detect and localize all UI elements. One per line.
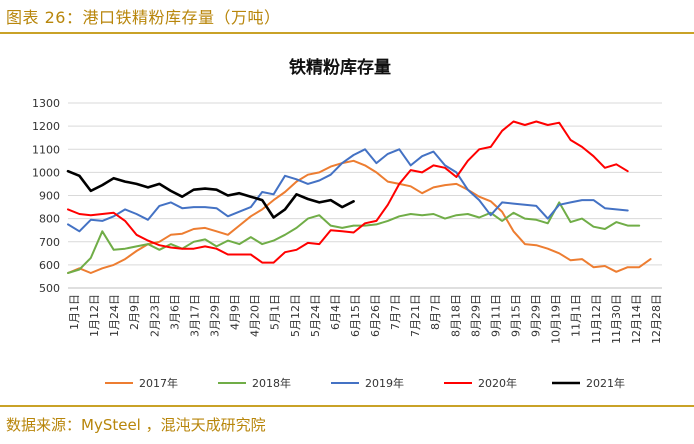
legend-label: 2019年 <box>365 376 404 390</box>
x-tick-label: 8月18日 <box>449 294 462 337</box>
y-tick-label: 600 <box>39 259 60 272</box>
x-tick-label: 11月12日 <box>590 294 603 344</box>
x-tick-label: 5月24日 <box>309 294 322 337</box>
chart-title: 铁精粉库存量 <box>289 57 391 78</box>
x-tick-label: 3月6日 <box>168 294 181 330</box>
series-line-2020年 <box>67 120 629 264</box>
x-tick-label: 2月9日 <box>128 294 141 330</box>
x-tick-label: 11月30日 <box>610 294 623 344</box>
x-tick-label: 1月12日 <box>88 294 101 337</box>
y-tick-label: 900 <box>39 190 60 203</box>
line-chart: 铁精粉库存量 500 600 700 800 900 1000 1100 1200 1300 1… <box>32 57 663 390</box>
y-tick-label: 700 <box>39 236 60 249</box>
x-tick-label: 9月11日 <box>489 294 502 337</box>
figure-label: 图表 26：港口铁精粉库存量（万吨） <box>6 8 281 27</box>
source-note: 数据来源：MySteel ，混沌天成研究院 <box>6 416 266 434</box>
x-tick-label: 10月19日 <box>550 294 563 344</box>
x-tick-label: 7月7日 <box>389 294 402 330</box>
x-tick-label: 1月24日 <box>108 294 121 337</box>
bottom-divider <box>0 405 694 407</box>
legend: 2017年 2018年 2019年 2020年 2021年 <box>105 376 625 390</box>
y-tick-label: 1300 <box>32 97 60 110</box>
x-tick-label: 5月1日 <box>269 294 282 330</box>
y-tick-label: 500 <box>39 282 60 295</box>
x-tick-label: 4月20日 <box>249 294 262 337</box>
x-tick-label: 7月21日 <box>409 294 422 337</box>
x-tick-label: 8月7日 <box>429 294 442 330</box>
legend-label: 2021年 <box>586 376 625 390</box>
x-tick-label: 3月17日 <box>188 294 201 337</box>
y-tick-label: 1200 <box>32 120 60 133</box>
x-tick-label: 5月12日 <box>289 294 302 337</box>
legend-label: 2018年 <box>252 376 291 390</box>
x-tick-label: 3月29日 <box>208 294 221 337</box>
top-divider <box>0 32 694 34</box>
x-tick-label: 11月1日 <box>570 294 583 337</box>
series-line-2021年 <box>66 169 355 219</box>
x-tick-label: 12月14日 <box>630 294 643 344</box>
legend-label: 2017年 <box>139 376 178 390</box>
x-axis-ticks: 1月1日 1月12日 1月24日 2月9日 2月23日 3月6日 3月17日 3月29日 4月9… <box>68 294 663 344</box>
series-lines <box>66 120 652 274</box>
y-tick-label: 1100 <box>32 143 60 156</box>
series-line-2017年 <box>67 159 652 274</box>
x-tick-label: 9月15日 <box>510 294 523 337</box>
series-line-2018年 <box>67 201 641 274</box>
x-tick-label: 6月15日 <box>349 294 362 337</box>
y-tick-label: 1000 <box>32 166 60 179</box>
x-tick-label: 8月29日 <box>469 294 482 337</box>
y-tick-label: 800 <box>39 213 60 226</box>
x-tick-label: 1月1日 <box>68 294 81 330</box>
x-tick-label: 6月26日 <box>369 294 382 337</box>
x-tick-label: 9月29日 <box>530 294 543 337</box>
x-tick-label: 12月28日 <box>650 294 663 344</box>
x-tick-label: 4月9日 <box>229 294 242 330</box>
legend-label: 2020年 <box>478 376 517 390</box>
series-line-2019年 <box>67 148 629 233</box>
x-tick-label: 6月4日 <box>329 294 342 330</box>
x-tick-label: 2月23日 <box>148 294 161 337</box>
y-axis-ticks: 500 600 700 800 900 1000 1100 1200 1300 <box>32 97 60 295</box>
